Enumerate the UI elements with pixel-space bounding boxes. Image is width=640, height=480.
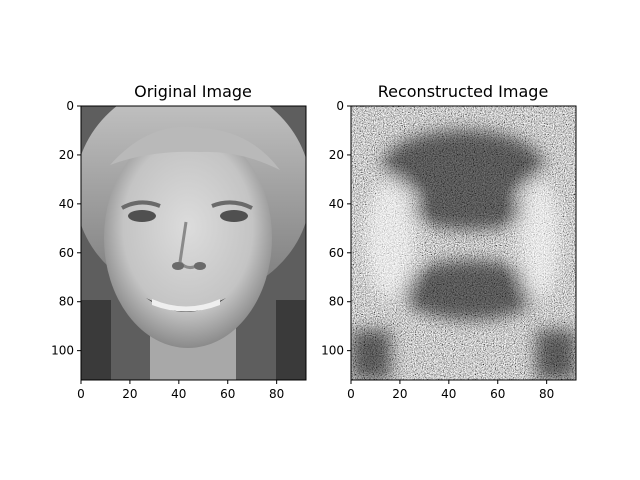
y-tick-label: 80: [329, 295, 344, 309]
axes-frame: [350, 105, 577, 381]
x-tick-label: 80: [269, 387, 284, 401]
y-tick-label: 0: [66, 99, 74, 113]
x-tick-label: 0: [77, 387, 85, 401]
axes-frame: [80, 105, 307, 381]
x-tick-label: 60: [220, 387, 235, 401]
x-tick-label: 20: [392, 387, 407, 401]
y-tick-label: 40: [59, 197, 74, 211]
x-tick-label: 20: [122, 387, 137, 401]
x-tick-label: 80: [539, 387, 554, 401]
x-tick-label: 40: [441, 387, 456, 401]
y-tick-label: 80: [59, 295, 74, 309]
y-tick-label: 20: [59, 148, 74, 162]
x-tick-label: 0: [347, 387, 355, 401]
ticks-layer: 0 20 40 60 80 0 20 40 60 80 100 0 20 40 60 80 0 20 40 60 80 1…: [51, 99, 554, 401]
y-tick-label: 40: [329, 197, 344, 211]
y-tick-label: 60: [59, 246, 74, 260]
panel-original: Original Image: [80, 82, 307, 381]
panel-title: Reconstructed Image: [378, 82, 549, 101]
original-image: [81, 106, 306, 380]
reconstructed-image: [351, 106, 576, 380]
y-tick-label: 0: [336, 99, 344, 113]
panel-title: Original Image: [134, 82, 252, 101]
y-tick-label: 20: [329, 148, 344, 162]
y-tick-label: 60: [329, 246, 344, 260]
y-tick-label: 100: [321, 344, 344, 358]
x-tick-label: 60: [490, 387, 505, 401]
y-tick-label: 100: [51, 344, 74, 358]
panel-reconstructed: Reconstructed Image: [350, 82, 577, 381]
x-tick-label: 40: [171, 387, 186, 401]
